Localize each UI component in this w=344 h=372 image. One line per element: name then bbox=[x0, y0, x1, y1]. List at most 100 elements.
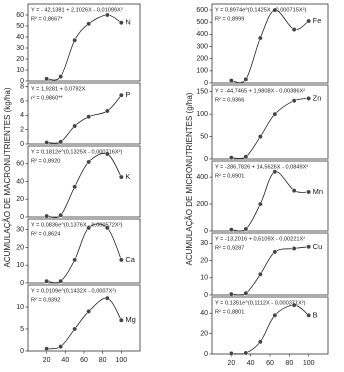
data-point bbox=[72, 326, 78, 332]
data-point bbox=[306, 18, 312, 24]
y-tick-label: 600 bbox=[196, 7, 208, 14]
data-point bbox=[118, 20, 124, 26]
x-tick-label: 40 bbox=[247, 360, 255, 367]
equation: Y = -13,2016 + 0,6109X - 0,00221X² bbox=[215, 236, 305, 242]
data-point bbox=[86, 308, 92, 314]
data-point bbox=[257, 201, 263, 207]
element-label: N bbox=[125, 18, 130, 27]
r-squared: r² = 0,9860** bbox=[31, 95, 63, 101]
element-label: Zn bbox=[313, 93, 322, 102]
data-point bbox=[257, 271, 263, 277]
data-point bbox=[58, 278, 64, 284]
r-squared: R² = 0,9287 bbox=[215, 245, 244, 251]
r-squared: R² = 0,8920 bbox=[31, 158, 60, 164]
y-tick-label: 4 bbox=[20, 112, 24, 119]
panel-frame bbox=[27, 82, 141, 145]
data-point bbox=[86, 159, 92, 165]
y-tick-label: 0 bbox=[20, 141, 24, 148]
x-tick-label: 60 bbox=[266, 360, 274, 367]
equation: Y = 0,8974e^(0,1425X - 0,000715X²) bbox=[215, 7, 306, 13]
trend-curve bbox=[231, 246, 309, 296]
r-squared: R² = 0,8624 bbox=[31, 231, 60, 237]
data-point bbox=[104, 12, 110, 18]
y-tick-label: 0 bbox=[204, 292, 208, 299]
data-point bbox=[86, 114, 92, 120]
data-point bbox=[72, 184, 78, 190]
data-point bbox=[243, 226, 249, 232]
data-point bbox=[118, 317, 124, 323]
data-point bbox=[72, 37, 78, 43]
data-point bbox=[228, 78, 234, 84]
x-tick-label: 20 bbox=[227, 360, 235, 367]
y-tick-label: 30 bbox=[200, 240, 208, 247]
r-squared: R² = 0,6901 bbox=[215, 173, 244, 179]
trend-curve bbox=[46, 297, 122, 350]
panel-frame bbox=[27, 218, 141, 284]
y-tick-label: 5 bbox=[20, 326, 24, 333]
x-tick-label: 80 bbox=[99, 357, 107, 364]
equation: Y = -44,7465 + 1,9808X - 0,00386X² bbox=[215, 88, 305, 94]
data-point bbox=[306, 244, 312, 250]
trend-curve bbox=[46, 14, 122, 81]
data-point bbox=[104, 295, 110, 301]
element-label: Mn bbox=[313, 187, 323, 196]
y-tick-label: 100 bbox=[196, 68, 208, 75]
x-tick-label: 100 bbox=[303, 360, 315, 367]
element-label: Fe bbox=[313, 16, 322, 25]
equation: Y = 0,1351e^(0,1112X - 0,000371X²) bbox=[215, 300, 306, 306]
y-tick-label: 30 bbox=[16, 227, 24, 234]
y-tick-label: 0 bbox=[20, 78, 24, 85]
data-point bbox=[272, 249, 278, 255]
equation: Y = 1,9281 + 0,0792X bbox=[31, 86, 86, 92]
y-tick-label: 0 bbox=[20, 214, 24, 221]
y-tick-label: 20 bbox=[16, 56, 24, 63]
r-squared: R² = 0,9366 bbox=[215, 97, 244, 103]
y-tick-label: 10 bbox=[16, 304, 24, 311]
data-point bbox=[58, 212, 64, 218]
y-tick-label: 40 bbox=[16, 178, 24, 185]
equation: Y = 0,1812e^(0,1325X - 0,000716X²) bbox=[31, 149, 122, 155]
r-squared: R² = 0,9392 bbox=[31, 297, 60, 303]
equation: Y = - 42,1381 + 2,1026X - 0,01099X² bbox=[31, 7, 123, 13]
panel-frame bbox=[27, 145, 141, 218]
trend-curve bbox=[231, 171, 309, 232]
data-point bbox=[228, 351, 234, 356]
y-tick-label: 20 bbox=[16, 196, 24, 203]
y-tick-label: 10 bbox=[200, 275, 208, 282]
element-label: P bbox=[125, 90, 130, 99]
data-point bbox=[272, 312, 278, 318]
y-tick-label: 0 bbox=[204, 156, 208, 163]
y-tick-label: 400 bbox=[196, 31, 208, 38]
trend-curve bbox=[231, 98, 309, 159]
data-point bbox=[58, 344, 64, 350]
data-point bbox=[104, 151, 110, 157]
x-tick-label: 40 bbox=[61, 357, 69, 364]
data-point bbox=[243, 76, 249, 82]
y-tick-label: 400 bbox=[196, 174, 208, 181]
data-point bbox=[118, 174, 124, 180]
y-tick-label: 500 bbox=[196, 19, 208, 26]
data-point bbox=[118, 257, 124, 263]
data-point bbox=[291, 302, 297, 308]
data-point bbox=[44, 346, 50, 352]
y-tick-label: 20 bbox=[200, 330, 208, 337]
y-tick-label: 0 bbox=[204, 228, 208, 235]
data-point bbox=[228, 227, 234, 233]
y-tick-label: 0 bbox=[204, 351, 208, 358]
data-point bbox=[44, 76, 50, 82]
data-point bbox=[58, 74, 64, 80]
y-tick-label: 40 bbox=[16, 34, 24, 41]
trend-curve bbox=[46, 94, 122, 144]
y-tick-label: 150 bbox=[196, 89, 208, 96]
data-point bbox=[272, 169, 278, 175]
y-tick-label: 40 bbox=[200, 310, 208, 317]
data-point bbox=[243, 154, 249, 160]
data-point bbox=[118, 92, 124, 98]
data-point bbox=[228, 155, 234, 161]
equation: Y = 0,0109e^(0,1432X - 0,0007X²) bbox=[31, 288, 116, 294]
y-axis-label: ACUMULAÇÃO DE MICRONUTRIENTES (g/ha) bbox=[185, 92, 194, 265]
r-squared: R² = 0,8667* bbox=[31, 16, 63, 22]
data-point bbox=[243, 290, 249, 296]
y-tick-label: 300 bbox=[196, 43, 208, 50]
equation: Y = -286,7826 + 14,5626X - 0,0849X² bbox=[215, 164, 308, 170]
